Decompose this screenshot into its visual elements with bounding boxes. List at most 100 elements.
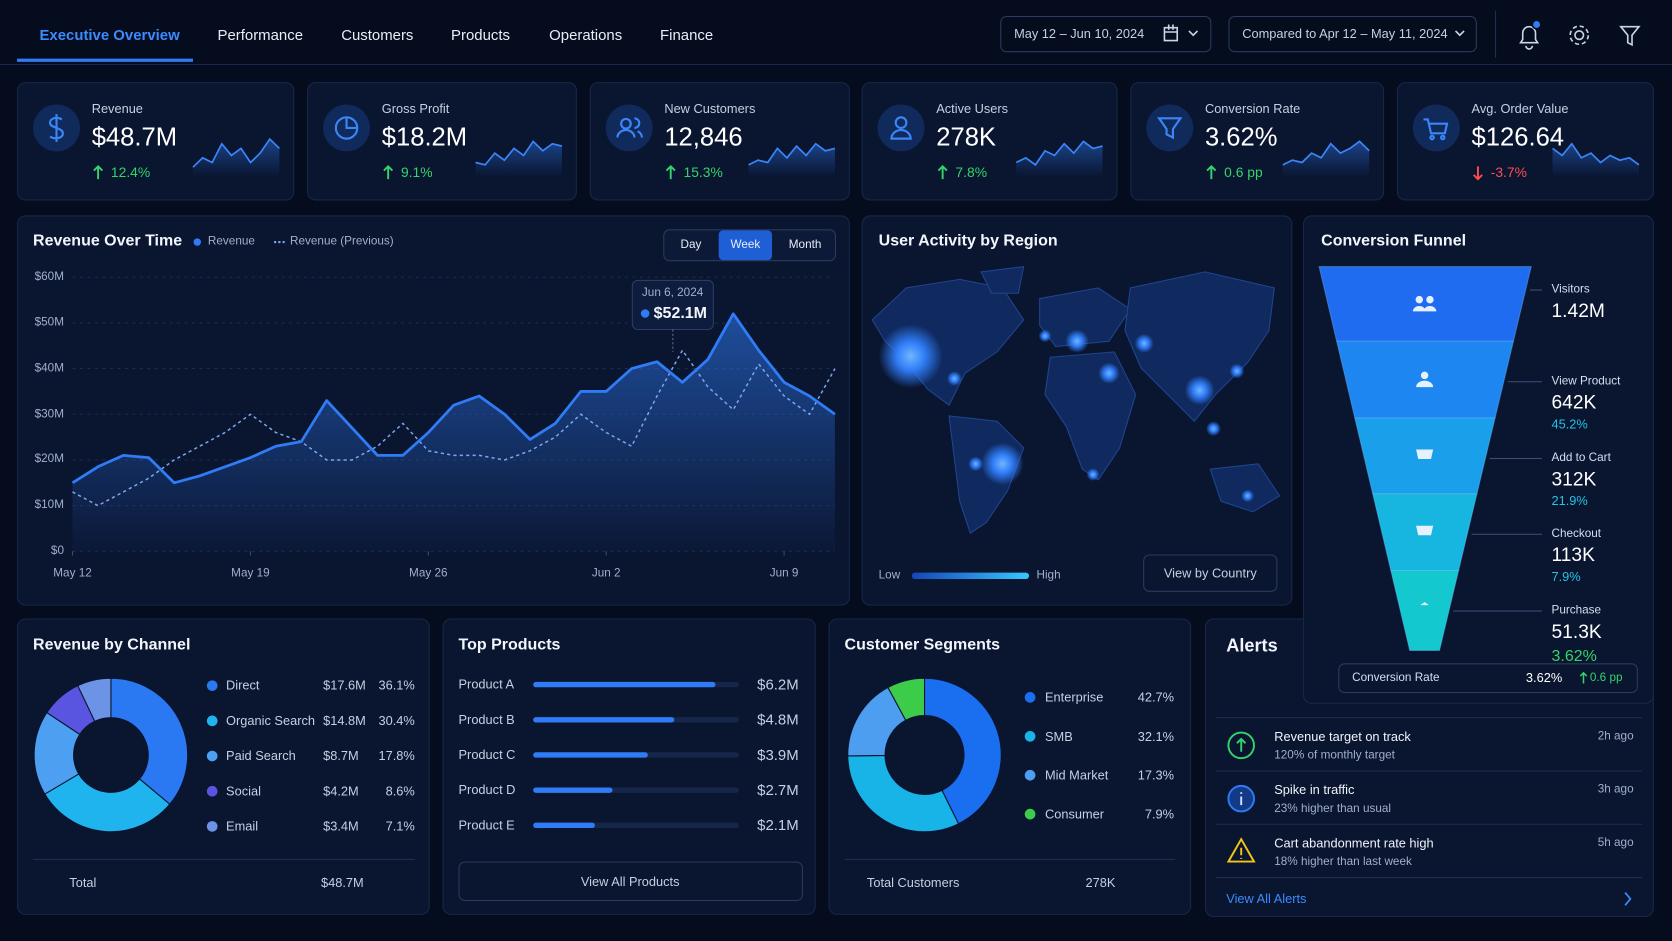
toggle-button[interactable]: Month <box>788 238 822 252</box>
segment-name: Consumer <box>1045 806 1105 822</box>
stage-name: Purchase <box>1551 603 1602 617</box>
y-tick-label: $10M <box>34 498 64 512</box>
kpi-label: Active Users <box>936 101 1009 117</box>
kpi-icon <box>1423 118 1449 141</box>
bell-icon[interactable] <box>1519 25 1540 50</box>
kpi-label: Revenue <box>91 101 143 117</box>
product-name: Product D <box>458 782 516 798</box>
hotspot <box>1038 329 1052 343</box>
sparkline <box>192 137 280 168</box>
x-tick-label: Jun 9 <box>769 566 799 580</box>
alert-icon <box>1226 837 1256 863</box>
trend-arrow <box>665 164 676 180</box>
toggle-button[interactable]: Week <box>730 238 761 252</box>
gear-icon[interactable] <box>1574 30 1585 41</box>
kpi-value: 278K <box>936 123 997 153</box>
tooltip-dot <box>640 309 650 318</box>
bar <box>533 752 648 758</box>
chevron <box>1454 30 1465 37</box>
donut-segment <box>77 677 112 723</box>
y-tick-label: $20M <box>34 452 64 466</box>
view-by-country-button[interactable] <box>1143 554 1278 592</box>
bar <box>533 787 613 793</box>
footer-value: 3.62% <box>1525 670 1563 686</box>
button-label[interactable]: View All Products <box>580 874 680 890</box>
footer-change: 0.6 pp <box>1589 671 1623 684</box>
filter-icon[interactable] <box>1619 25 1641 47</box>
hotspot <box>968 456 984 472</box>
alert-detail: 23% higher than usual <box>1274 802 1391 816</box>
channel-share: 8.6% <box>385 783 415 799</box>
kpi-icon <box>49 114 64 142</box>
kpi-value: $48.7M <box>91 123 178 153</box>
hotspot <box>1065 329 1089 353</box>
legend-label: Revenue <box>207 235 255 248</box>
kpi-value: 12,846 <box>664 123 743 153</box>
alert-title: Cart abandonment rate high <box>1274 835 1434 851</box>
products-card <box>442 618 816 915</box>
footer-label: Conversion Rate <box>1352 671 1440 684</box>
date-range: May 12 – Jun 10, 2024 <box>1014 26 1145 42</box>
total-label: Total Customers <box>866 875 960 891</box>
toggle-button[interactable]: Day <box>680 238 702 252</box>
stage-rate: 3.62% <box>1551 647 1597 666</box>
alert-icon <box>1227 731 1255 760</box>
kpi-change: 0.6 pp <box>1224 164 1263 181</box>
funnel-stage <box>1318 266 1532 342</box>
sparkline-area <box>475 141 562 178</box>
sparkline-area <box>1016 141 1103 178</box>
y-tick-label: $0 <box>50 544 64 558</box>
stage-rate: 45.2% <box>1551 416 1588 432</box>
x-tick-label: May 12 <box>53 566 92 580</box>
stage-rate: 21.9% <box>1551 493 1588 509</box>
hotspot <box>1229 363 1245 379</box>
nav-tab[interactable]: Customers <box>341 26 414 44</box>
tooltip-date: Jun 6, 2024 <box>641 286 704 300</box>
nav-tab[interactable]: Executive Overview <box>39 26 180 44</box>
kpi-label: Gross Profit <box>381 101 450 117</box>
channel-name: Paid Search <box>226 748 296 764</box>
card-title: Top Products <box>458 635 561 654</box>
sparkline-area <box>1552 143 1639 178</box>
hotspot <box>1184 375 1215 406</box>
alert-time: 5h ago <box>1597 836 1634 850</box>
nav-tab[interactable]: Performance <box>217 26 304 44</box>
x-tick-label: May 26 <box>409 566 448 580</box>
funnel-stage <box>1390 569 1460 651</box>
gear-icon[interactable] <box>1569 25 1590 46</box>
product-value: $2.1M <box>757 816 799 834</box>
nav-tab[interactable]: Products <box>451 26 510 44</box>
legend-dot <box>206 715 218 727</box>
date-range-picker[interactable] <box>1000 15 1212 53</box>
product-name: Product A <box>458 676 515 692</box>
nav-divider <box>0 63 1672 66</box>
alerts-link[interactable]: View All Alerts <box>1226 891 1307 907</box>
continent <box>1124 271 1275 422</box>
legend-dot <box>193 238 202 246</box>
sparkline-area <box>1282 141 1370 178</box>
bar <box>533 822 595 829</box>
compare-picker[interactable] <box>1228 15 1477 53</box>
kpi-icon <box>616 117 643 138</box>
sparkline <box>475 140 563 166</box>
area <box>72 313 835 552</box>
view-all-products-button[interactable] <box>458 861 803 902</box>
segments-card <box>828 618 1192 915</box>
segment-share: 7.9% <box>1144 806 1175 822</box>
x-tick-label: Jun 2 <box>591 566 621 580</box>
stage-name: Add to Cart <box>1551 451 1611 465</box>
kpi-value: $18.2M <box>381 123 468 153</box>
nav-tab[interactable]: Finance <box>660 26 714 44</box>
toggle-active <box>718 230 773 261</box>
funnel-icon <box>1416 449 1434 465</box>
donut-segment <box>110 677 189 806</box>
hotspot <box>1241 489 1255 503</box>
stage-name: Checkout <box>1551 527 1602 540</box>
kpi-change: 9.1% <box>400 164 433 181</box>
stage-name: View Product <box>1551 374 1621 388</box>
product-value: $6.2M <box>757 675 799 693</box>
card-title: Conversion Funnel <box>1321 231 1467 250</box>
button-label[interactable]: View by Country <box>1163 566 1257 581</box>
nav-tab[interactable]: Operations <box>549 26 623 44</box>
